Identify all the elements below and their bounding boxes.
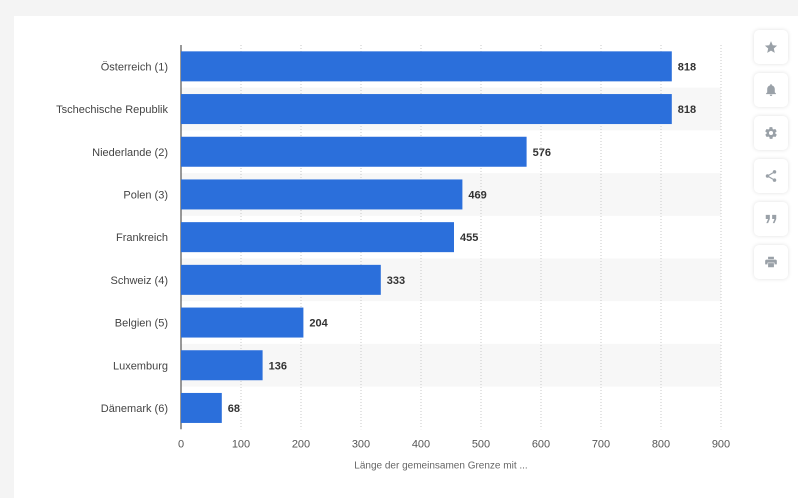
value-label: 469 bbox=[468, 189, 486, 201]
bar bbox=[181, 350, 263, 381]
x-tick-label: 200 bbox=[292, 438, 310, 450]
star-icon bbox=[764, 41, 778, 53]
bar bbox=[181, 307, 304, 338]
value-label: 818 bbox=[678, 104, 696, 116]
favorite-button[interactable] bbox=[754, 30, 788, 64]
print-button[interactable] bbox=[754, 245, 788, 279]
category-label: Belgien (5) bbox=[115, 318, 168, 330]
share-button[interactable] bbox=[754, 159, 788, 193]
gear-icon bbox=[765, 127, 777, 139]
category-label: Österreich (1) bbox=[101, 61, 168, 73]
category-label: Luxemburg bbox=[113, 360, 168, 372]
category-label: Niederlande (2) bbox=[92, 147, 168, 159]
notification-button[interactable] bbox=[754, 73, 788, 107]
value-label: 204 bbox=[309, 318, 328, 330]
chart-toolbar bbox=[754, 30, 788, 288]
value-label: 68 bbox=[228, 403, 240, 415]
bar bbox=[181, 94, 672, 125]
x-tick-label: 700 bbox=[592, 438, 610, 450]
quote-icon bbox=[765, 214, 777, 224]
bar bbox=[181, 51, 672, 82]
x-tick-label: 0 bbox=[178, 438, 184, 450]
x-tick-label: 500 bbox=[472, 438, 490, 450]
bar-chart: 0 100 200 300 400 500 600 700 800 900 Österreich (… bbox=[56, 45, 730, 471]
bar bbox=[181, 136, 527, 167]
bell-icon bbox=[766, 84, 776, 96]
value-label: 576 bbox=[533, 147, 551, 159]
value-label: 818 bbox=[678, 61, 696, 73]
x-tick-label: 300 bbox=[352, 438, 370, 450]
x-tick-label: 100 bbox=[232, 438, 250, 450]
bar bbox=[181, 264, 381, 295]
category-label: Schweiz (4) bbox=[111, 275, 168, 287]
category-label: Dänemark (6) bbox=[101, 403, 168, 415]
x-tick-label: 900 bbox=[712, 438, 730, 450]
share-icon bbox=[765, 170, 777, 182]
x-tick-label: 400 bbox=[412, 438, 430, 450]
x-tick-label: 800 bbox=[652, 438, 670, 450]
print-icon bbox=[765, 256, 777, 268]
value-label: 455 bbox=[460, 232, 478, 244]
settings-button[interactable] bbox=[754, 116, 788, 150]
category-label: Frankreich bbox=[116, 232, 168, 244]
chart-card: 0 100 200 300 400 500 600 700 800 900 Österreich (… bbox=[14, 16, 798, 498]
x-tick-label: 600 bbox=[532, 438, 550, 450]
row-band bbox=[181, 343, 721, 387]
category-label: Polen (3) bbox=[123, 189, 168, 201]
bar bbox=[181, 179, 463, 210]
bar bbox=[181, 222, 454, 253]
x-axis-title: Länge der gemeinsamen Grenze mit ... bbox=[354, 460, 527, 471]
bar bbox=[181, 392, 222, 423]
category-label: Tschechische Republik bbox=[56, 104, 168, 116]
value-label: 136 bbox=[269, 360, 287, 372]
cite-button[interactable] bbox=[754, 202, 788, 236]
value-label: 333 bbox=[387, 275, 405, 287]
